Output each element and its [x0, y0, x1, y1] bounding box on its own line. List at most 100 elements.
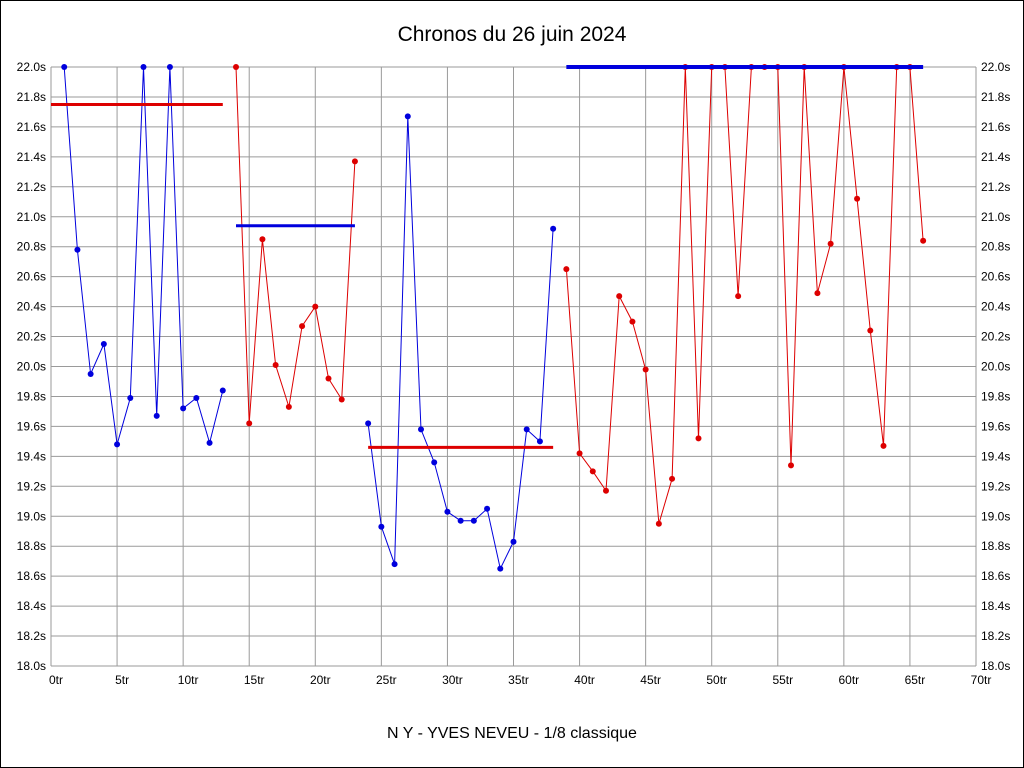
data-point: [219, 387, 226, 394]
chart-title: Chronos du 26 juin 2024: [397, 23, 627, 46]
x-tick-label: 55tr: [772, 673, 793, 687]
y-tick-label-left: 20.6s: [17, 270, 46, 284]
data-point: [616, 293, 623, 300]
y-tick-label-left: 18.8s: [17, 539, 46, 553]
data-point: [418, 426, 424, 433]
data-point: [365, 420, 372, 427]
data-point: [140, 64, 147, 70]
x-tick-label: 60tr: [839, 673, 860, 687]
data-point: [444, 508, 451, 515]
y-tick-label-left: 22.0s: [17, 60, 46, 74]
data-point: [338, 396, 345, 403]
data-point: [272, 362, 279, 369]
y-tick-label-left: 21.0s: [17, 210, 46, 224]
y-tick-label-left: 19.8s: [17, 389, 46, 403]
y-tick-label-right: 19.4s: [981, 449, 1010, 463]
y-tick-label-left: 19.6s: [17, 419, 46, 433]
x-tick-label: 25tr: [376, 673, 397, 687]
series-line-run-2: [235, 66, 356, 424]
data-point: [735, 293, 742, 300]
y-tick-label-right: 18.2s: [981, 629, 1010, 643]
y-tick-label-right: 20.8s: [981, 240, 1010, 254]
data-point: [655, 520, 662, 527]
x-tick-label: 65tr: [905, 673, 926, 687]
y-tick-label-left: 20.0s: [17, 360, 46, 374]
y-tick-label-left: 20.8s: [17, 240, 46, 254]
data-point: [312, 303, 319, 310]
data-point: [87, 370, 94, 377]
series-line-run-3: [367, 116, 554, 571]
y-tick-label-left: 19.4s: [17, 449, 46, 463]
data-point: [867, 327, 874, 334]
x-tick-label: 70tr: [971, 673, 992, 687]
x-tick-label: 10tr: [178, 673, 199, 687]
data-point: [153, 412, 160, 419]
data-point: [854, 195, 861, 202]
data-point: [74, 246, 81, 253]
y-tick-label-right: 22.0s: [981, 60, 1010, 74]
y-tick-label-left: 20.2s: [17, 330, 46, 344]
data-point: [536, 438, 543, 445]
data-point: [470, 517, 477, 524]
data-point: [880, 442, 887, 449]
data-point: [61, 64, 68, 70]
data-point: [180, 405, 187, 412]
y-tick-label-left: 18.0s: [17, 659, 46, 673]
data-point: [100, 341, 107, 348]
y-tick-label-right: 21.2s: [981, 180, 1010, 194]
data-point: [603, 487, 609, 494]
y-tick-label-right: 21.4s: [981, 150, 1010, 164]
data-point: [259, 236, 266, 243]
data-point: [550, 225, 557, 232]
data-point: [193, 394, 200, 401]
data-point: [457, 517, 464, 524]
y-tick-label-right: 20.2s: [981, 330, 1010, 344]
y-tick-label-right: 20.6s: [981, 270, 1010, 284]
data-point: [814, 290, 821, 297]
y-tick-label-right: 19.2s: [981, 479, 1010, 493]
y-tick-label-right: 21.6s: [981, 120, 1010, 134]
data-point: [920, 237, 927, 244]
data-point: [576, 450, 583, 457]
series-line-run-4: [565, 66, 924, 524]
x-tick-label: 5tr: [115, 673, 129, 687]
x-tick-label: 50tr: [706, 673, 727, 687]
y-tick-label-right: 18.8s: [981, 539, 1010, 553]
x-tick-label: 40tr: [574, 673, 595, 687]
y-tick-label-right: 19.0s: [981, 509, 1010, 523]
data-point: [285, 403, 292, 410]
data-point: [669, 475, 676, 482]
data-point: [788, 462, 794, 469]
y-tick-label-right: 20.4s: [981, 300, 1010, 314]
data-point: [114, 441, 121, 448]
y-tick-label-right: 21.8s: [981, 90, 1010, 104]
x-tick-label: 0tr: [49, 673, 63, 687]
y-tick-label-left: 18.6s: [17, 569, 46, 583]
data-point: [325, 375, 332, 382]
x-tick-label: 35tr: [508, 673, 529, 687]
data-point: [404, 113, 411, 120]
data-point: [206, 439, 213, 446]
data-point: [629, 318, 636, 325]
y-tick-label-right: 20.0s: [981, 360, 1010, 374]
data-point: [431, 459, 438, 466]
y-tick-label-right: 19.6s: [981, 419, 1010, 433]
data-point: [497, 565, 504, 572]
y-tick-label-left: 21.4s: [17, 150, 46, 164]
x-tick-label: 30tr: [442, 673, 463, 687]
y-tick-label-left: 20.4s: [17, 300, 46, 314]
data-point: [642, 366, 649, 373]
y-tick-label-left: 18.2s: [17, 629, 46, 643]
x-tick-label: 20tr: [310, 673, 331, 687]
y-tick-label-left: 21.2s: [17, 180, 46, 194]
y-tick-label-left: 19.2s: [17, 479, 46, 493]
y-tick-label-right: 18.0s: [981, 659, 1010, 673]
data-point: [563, 266, 570, 273]
data-point: [351, 158, 358, 165]
y-tick-label-left: 21.8s: [17, 90, 46, 104]
y-tick-label-right: 21.0s: [981, 210, 1010, 224]
y-tick-label-right: 19.8s: [981, 389, 1010, 403]
data-point: [299, 323, 306, 330]
